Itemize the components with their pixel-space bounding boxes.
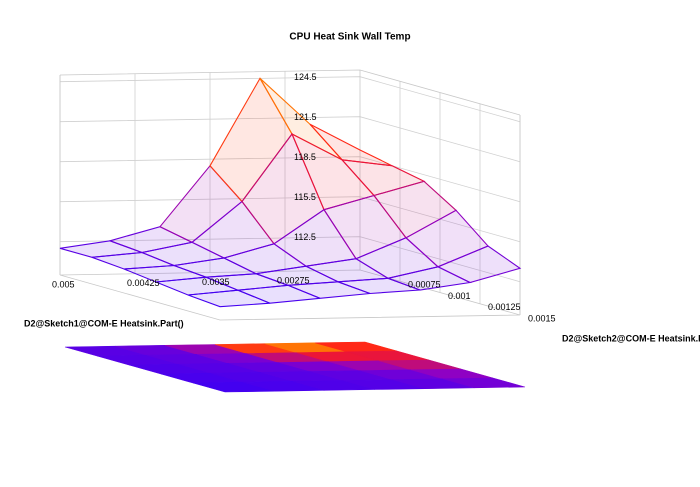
floor-cell bbox=[442, 377, 526, 389]
y-tick-label: 0.00075 bbox=[408, 280, 441, 290]
x-tick-label: 0.00275 bbox=[277, 276, 310, 286]
x-tick-label: 0.00425 bbox=[127, 278, 160, 288]
z-tick-label: 112.5 bbox=[294, 232, 316, 242]
z-tick-label: 124.5 bbox=[294, 72, 317, 82]
x-tick-label: 0.0035 bbox=[202, 277, 230, 287]
y-tick-label: 0.001 bbox=[448, 291, 471, 301]
z-tick-label: 118.5 bbox=[294, 152, 316, 162]
surface-mesh bbox=[59, 77, 522, 308]
z-tick-label: 121.5 bbox=[294, 112, 317, 122]
y-tick-label: 0.00125 bbox=[488, 302, 521, 312]
z-tick-label: 115.5 bbox=[294, 192, 316, 202]
surface-cell bbox=[436, 245, 522, 284]
y-axis-label: D2@Sketch2@COM-E Heatsink.Part() bbox=[562, 333, 700, 343]
tick-labels: 0.005 0.00425 0.0035 0.00275 0.00075 0.001 0.0… bbox=[52, 72, 556, 323]
x-tick-label: 0.005 bbox=[52, 279, 75, 289]
chart-title: CPU Heat Sink Wall Temp bbox=[289, 32, 410, 43]
grid bbox=[59, 69, 521, 321]
floor-map bbox=[64, 341, 526, 393]
x-axis-label: D2@Sketch1@COM-E Heatsink.Part() bbox=[24, 318, 184, 328]
y-tick-label: 0.0015 bbox=[528, 313, 556, 323]
